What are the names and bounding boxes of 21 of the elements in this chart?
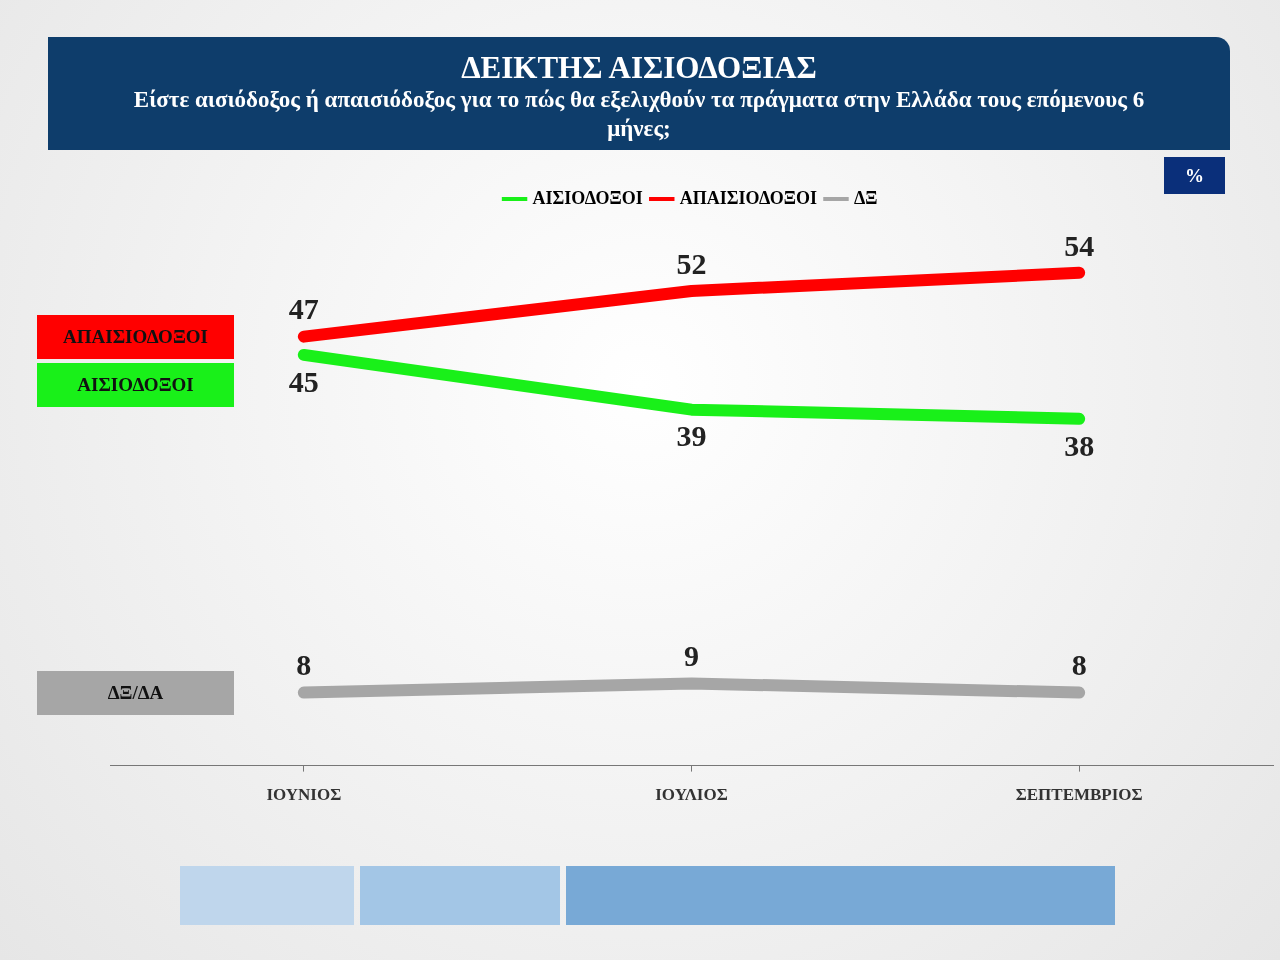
x-tick-label: ΙΟΥΛΙΟΣ (655, 785, 728, 805)
data-label: 38 (1064, 428, 1095, 462)
data-label: 39 (676, 419, 707, 453)
x-tick-label: ΣΕΠΤΕΜΒΡΙΟΣ (1015, 785, 1143, 805)
chart-subtitle: Είστε αισιόδοξος ή απαισιόδοξος για το πώς θα εξελιχθούν τα πράγματα στην Ελλάδα τους επόμενους 6 μήνες; (132, 86, 1146, 143)
chart-title: ΔΕΙΚΤΗΣ ΑΙΣΙΟΔΟΞΙΑΣ (460, 50, 818, 85)
x-tick-label: ΙΟΥΝΙΟΣ (266, 785, 342, 805)
legend-label: ΔΞ (853, 187, 878, 208)
legend-label: ΑΙΣΙΟΔΟΞΟΙ (532, 187, 643, 208)
text: % (1164, 157, 1225, 194)
name-tag: ΑΠΑΙΣΙΟΔΟΞΟΙ (37, 314, 234, 359)
name-tag: ΑΙΣΙΟΔΟΞΟΙ (37, 362, 234, 407)
data-label: 52 (676, 246, 707, 280)
data-label: 8 (296, 648, 312, 682)
name-tag: ΔΞ/ΔΑ (37, 670, 234, 715)
data-label: 54 (1064, 228, 1095, 262)
legend-label: ΑΠΑΙΣΙΟΔΟΞΟΙ (679, 187, 817, 208)
data-label: 8 (1071, 648, 1087, 682)
data-label: 9 (684, 639, 699, 673)
data-label: 47 (288, 292, 319, 326)
data-label: 45 (288, 364, 319, 398)
